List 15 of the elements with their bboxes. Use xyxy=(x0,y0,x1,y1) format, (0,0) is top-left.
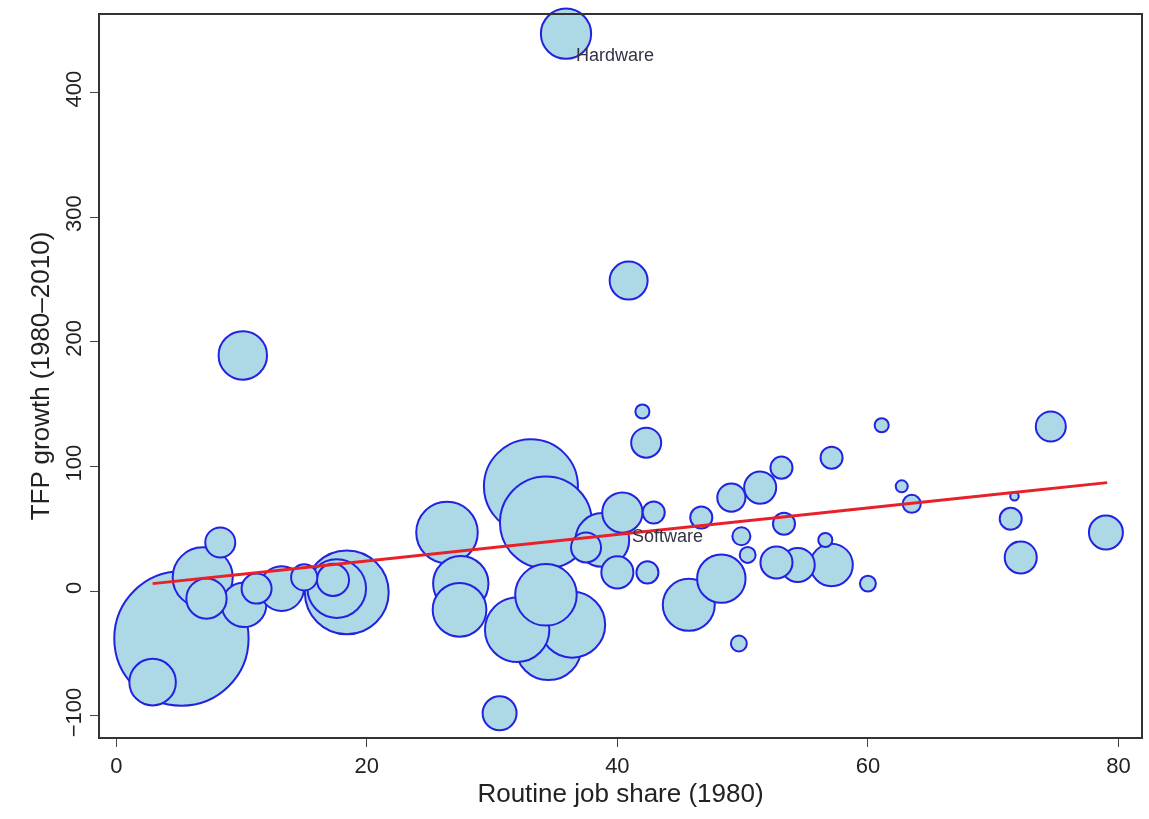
annotation: Software xyxy=(632,526,704,546)
x-tick-label: 0 xyxy=(110,753,123,779)
x-tick-label: 80 xyxy=(1106,753,1131,779)
y-tick-label: 100 xyxy=(61,444,87,482)
annotation: Hardware xyxy=(576,45,655,65)
x-axis-title: Routine job share (1980) xyxy=(477,778,764,809)
y-tick-label: 0 xyxy=(61,581,87,594)
y-axis-title: TFP growth (1980–2010) xyxy=(25,231,56,521)
x-tick-label: 40 xyxy=(605,753,630,779)
y-tick-label: −100 xyxy=(61,687,87,738)
x-tick-label: 20 xyxy=(354,753,380,779)
y-tick-label: 400 xyxy=(61,70,87,108)
y-tick-label: 200 xyxy=(61,320,87,357)
x-tick-label: 60 xyxy=(855,753,881,779)
y-tick-label: 300 xyxy=(61,195,87,233)
